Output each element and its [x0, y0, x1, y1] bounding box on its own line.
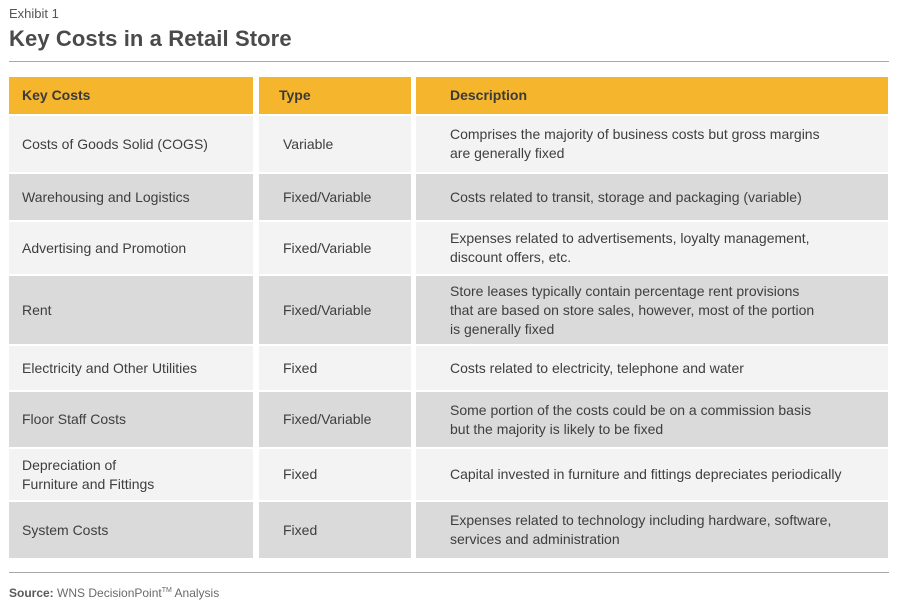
cost-name-cell: System Costs — [9, 502, 253, 558]
cost-name: Floor Staff Costs — [22, 411, 127, 427]
exhibit-label: Exhibit 1 — [9, 6, 59, 21]
cost-name: Rent — [22, 301, 52, 318]
description-line: but the majority is likely to be fixed — [450, 420, 664, 437]
table-row: Costs of Goods Solid (COGS) Variable Com… — [9, 116, 888, 172]
cost-description-cell: Comprises the majority of business costs… — [416, 116, 888, 172]
cost-type: Fixed — [283, 521, 318, 538]
source-note: Source: WNS DecisionPointTM Analysis — [9, 586, 219, 600]
source-text: WNS DecisionPoint — [57, 586, 162, 600]
cost-type-cell: Fixed/Variable — [259, 174, 411, 220]
header-type: Type — [259, 77, 411, 114]
cost-name: Costs of Goods Solid (COGS) — [22, 135, 208, 152]
cost-name: Warehousing and Logistics — [22, 188, 190, 205]
cost-description-cell: Costs related to electricity, telephone … — [416, 346, 888, 390]
cost-type-cell: Variable — [259, 116, 411, 172]
cost-type-cell: Fixed/Variable — [259, 392, 411, 447]
cost-name-cell: Depreciation of Furniture and Fittings — [9, 449, 253, 500]
table-row: Floor Staff Costs Fixed/Variable Some po… — [9, 392, 888, 447]
source-label: Source: — [9, 586, 54, 600]
cost-name-cell: Electricity and Other Utilities — [9, 346, 253, 390]
cost-name: System Costs — [22, 521, 109, 538]
description-line: Costs related to electricity, telephone … — [450, 359, 744, 376]
cost-type-cell: Fixed/Variable — [259, 222, 411, 274]
cost-type: Fixed — [283, 359, 318, 376]
cost-name: Advertising and Promotion — [22, 239, 187, 256]
cost-name: Furniture and Fittings — [22, 475, 155, 492]
cost-description-cell: Costs related to transit, storage and pa… — [416, 174, 888, 220]
table-row: Advertising and Promotion Fixed/Variable… — [9, 222, 888, 274]
description-line: Expenses related to advertisements, loya… — [450, 230, 810, 246]
cost-name: Electricity and Other Utilities — [22, 359, 198, 376]
description-line: Expenses related to technology including… — [450, 512, 832, 528]
cost-description-cell: Expenses related to advertisements, loya… — [416, 222, 888, 274]
table-row: Electricity and Other Utilities Fixed Co… — [9, 346, 888, 390]
cost-type-cell: Fixed — [259, 346, 411, 390]
cost-type-cell: Fixed — [259, 449, 411, 500]
description-line: are generally fixed — [450, 145, 565, 161]
table-row: Depreciation of Furniture and Fittings F… — [9, 449, 888, 500]
description-line: Costs related to transit, storage and pa… — [450, 188, 802, 205]
description-line: Some portion of the costs could be on a … — [450, 401, 812, 418]
cost-type-cell: Fixed/Variable — [259, 276, 411, 344]
description-line: is generally fixed — [450, 320, 555, 337]
description-line: Capital invested in furniture and fittin… — [450, 466, 842, 482]
cost-name-cell: Costs of Goods Solid (COGS) — [9, 116, 253, 172]
header-description: Description — [416, 77, 888, 114]
description-line: Store leases typically contain percentag… — [450, 282, 800, 299]
cost-name-cell: Floor Staff Costs — [9, 392, 253, 447]
table-row: System Costs Fixed Expenses related to t… — [9, 502, 888, 558]
description-line: discount offers, etc. — [450, 249, 572, 265]
description-line: services and administration — [450, 531, 620, 547]
table-header-row: Key Costs Type Description — [9, 77, 888, 114]
cost-name-cell: Warehousing and Logistics — [9, 174, 253, 220]
description-line: that are based on store sales, however, … — [450, 301, 815, 318]
cost-type: Fixed/Variable — [283, 301, 372, 318]
cost-description-cell: Store leases typically contain percentag… — [416, 276, 888, 344]
cost-description-cell: Expenses related to technology including… — [416, 502, 888, 558]
cost-type: Fixed/Variable — [283, 411, 372, 427]
trademark-mark: TM — [161, 587, 172, 594]
cost-description-cell: Capital invested in furniture and fittin… — [416, 449, 888, 500]
cost-type: Fixed/Variable — [283, 188, 372, 205]
cost-type: Fixed/Variable — [283, 239, 372, 256]
cost-type-cell: Fixed — [259, 502, 411, 558]
header-key-costs: Key Costs — [9, 77, 253, 114]
cost-description-cell: Some portion of the costs could be on a … — [416, 392, 888, 447]
cost-name-cell: Advertising and Promotion — [9, 222, 253, 274]
top-divider — [9, 61, 889, 62]
cost-name: Depreciation of — [22, 456, 117, 473]
source-suffix: Analysis — [174, 586, 220, 600]
cost-name-cell: Rent — [9, 276, 253, 344]
cost-type: Variable — [283, 135, 334, 152]
bottom-divider — [9, 572, 889, 573]
table-row: Rent Fixed/Variable Store leases typical… — [9, 276, 888, 344]
cost-type: Fixed — [283, 466, 318, 482]
page-title: Key Costs in a Retail Store — [9, 26, 292, 51]
table-row: Warehousing and Logistics Fixed/Variable… — [9, 174, 888, 220]
description-line: Comprises the majority of business costs… — [450, 126, 820, 142]
